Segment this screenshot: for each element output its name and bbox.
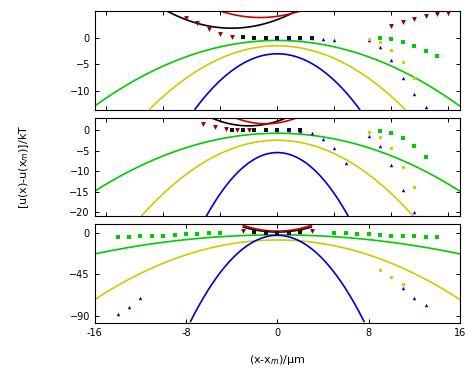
Text: (x-x$_m$)/μm: (x-x$_m$)/μm xyxy=(249,353,306,367)
Text: [u(x)-u(x$_m$)]/kT: [u(x)-u(x$_m$)]/kT xyxy=(17,125,31,209)
